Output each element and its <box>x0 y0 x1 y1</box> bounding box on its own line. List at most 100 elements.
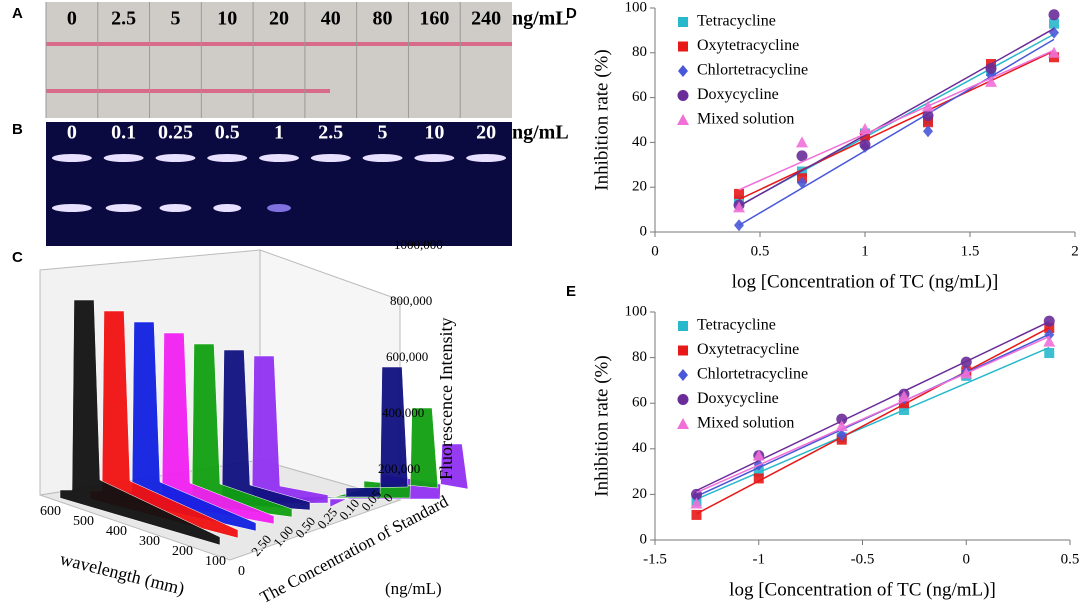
strip-label: 10 <box>217 8 237 30</box>
x-tick-label: -1.5 <box>643 551 667 567</box>
strip-label: 0.25 <box>158 122 193 144</box>
marker <box>796 150 808 162</box>
legend-label: Mixed solution <box>697 111 794 128</box>
panel-label: D <box>566 5 577 22</box>
marker <box>752 449 765 461</box>
z-tick-label: 200,000 <box>378 461 420 476</box>
fit-line <box>696 321 1050 492</box>
panel-label: C <box>12 249 23 266</box>
y-tick-label: 20 <box>632 179 647 195</box>
band <box>466 154 507 162</box>
legend-marker <box>677 418 689 429</box>
marker <box>734 219 744 232</box>
z-tick-label: 1000,000 <box>394 237 443 252</box>
fit-line <box>738 49 1055 191</box>
marker <box>797 176 807 189</box>
x-axis-label: log [Concentration of TC (ng/mL)] <box>732 271 999 292</box>
strip-label: 0 <box>67 122 77 144</box>
legend-label: Doxycycline <box>697 390 779 407</box>
y-tick-label: 60 <box>632 89 647 105</box>
marker <box>1044 348 1055 359</box>
x-tick-label: 2 <box>1071 243 1079 259</box>
x-tick-label: 0.5 <box>751 243 770 259</box>
marker <box>898 390 910 402</box>
y-tick-label: 100 <box>625 303 648 319</box>
legend-label: Mixed solution <box>697 415 794 432</box>
marker <box>733 201 745 213</box>
marker <box>1044 322 1055 333</box>
strip-label: 20 <box>476 122 496 144</box>
fit-line <box>738 50 1055 201</box>
strip-label: 80 <box>373 8 393 30</box>
y-tick-label: 80 <box>632 44 647 60</box>
x-tick-label: 1.5 <box>961 243 980 259</box>
unit: ng/mL <box>512 8 569 30</box>
control-line <box>46 42 512 46</box>
strip-photo <box>46 2 512 118</box>
legend-marker <box>677 90 689 101</box>
fit-line <box>738 27 1055 207</box>
marker <box>1043 315 1055 327</box>
legend-label: Oxytetracycline <box>697 37 799 54</box>
marker <box>859 122 871 134</box>
legend-marker <box>678 65 688 77</box>
fit-line <box>696 335 1050 494</box>
legend-label: Oxytetracycline <box>697 341 799 358</box>
panel-label: A <box>12 5 23 22</box>
unit: ng/mL <box>512 122 569 144</box>
marker <box>691 509 702 520</box>
marker <box>796 136 808 148</box>
strip-photo <box>46 122 512 246</box>
strip-label: 160 <box>419 8 449 30</box>
strip-label: 1 <box>274 122 284 144</box>
bands <box>51 154 507 212</box>
band <box>259 154 299 162</box>
band <box>103 154 144 162</box>
band <box>51 204 92 212</box>
marker <box>835 420 848 431</box>
marker <box>960 356 972 368</box>
marker <box>923 125 933 138</box>
x-tick-label: -1 <box>753 551 766 567</box>
marker <box>960 367 973 379</box>
y-tick-label: 100 <box>625 0 648 15</box>
y-tick-label: 0 <box>640 223 648 239</box>
x-tick-label: 600 <box>40 504 61 519</box>
marker <box>922 110 934 122</box>
y-tick-label: 40 <box>632 134 647 150</box>
y-tick-label: 20 <box>632 486 647 502</box>
panel-label: E <box>566 283 576 300</box>
x-tick-label: 0 <box>963 551 971 567</box>
band <box>51 154 92 162</box>
test-line <box>46 89 330 93</box>
x-tick-label: 1 <box>861 243 869 259</box>
z-tick-label: 800,000 <box>390 293 432 308</box>
marker <box>1048 9 1060 21</box>
strip-label: 20 <box>269 8 289 30</box>
marker <box>985 62 997 74</box>
y-axis-label: Inhibition rate (%) <box>591 49 612 190</box>
marker <box>922 100 934 112</box>
x-tick-label: 0.5 <box>1061 551 1080 567</box>
strip-label: 5 <box>378 122 388 144</box>
strip-label: 5 <box>170 8 180 30</box>
band <box>362 154 403 162</box>
x-tick-label: -0.5 <box>851 551 875 567</box>
z-tick-label: 600,000 <box>386 349 428 364</box>
legend-marker <box>677 114 689 125</box>
z-tick-label: 400,000 <box>382 405 424 420</box>
y-axis-label: Inhibition rate (%) <box>591 355 612 496</box>
z-axis-label: Fluorescence Intensity <box>436 318 456 480</box>
legend-marker <box>678 17 688 27</box>
side-wall <box>259 249 401 501</box>
y-tick-label: 80 <box>632 349 647 365</box>
band <box>267 204 291 212</box>
marker <box>734 188 744 199</box>
band <box>105 204 142 212</box>
strip-label: 40 <box>321 8 341 30</box>
legend-marker <box>678 369 688 381</box>
fit-line <box>738 38 1055 226</box>
legend-label: Tetracycline <box>697 13 776 30</box>
band <box>414 154 455 162</box>
